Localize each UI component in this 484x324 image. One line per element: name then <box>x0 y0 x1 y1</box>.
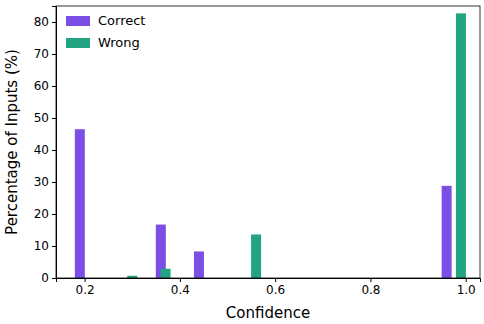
y-tick: 70 <box>34 47 56 61</box>
y-tick-mark <box>52 22 56 23</box>
y-tick: 80 <box>34 15 56 29</box>
x-tick-mark <box>370 278 371 282</box>
y-tick-label: 70 <box>34 47 49 61</box>
y-axis-title: Percentage of Inputs (%) <box>3 49 21 235</box>
x-tick-mark <box>466 278 467 282</box>
legend: Correct Wrong <box>66 13 145 50</box>
x-tick: 0.8 <box>361 278 380 297</box>
y-axis: 0 10 20 30 40 50 60 70 80 <box>34 7 57 286</box>
y-tick: 0 <box>41 271 56 285</box>
chart: 0.2 0.4 0.6 0.8 1.0 0 10 20 30 40 50 60 70 80 Correct W… <box>0 0 484 324</box>
y-tick: 60 <box>34 79 56 93</box>
x-axis-line <box>57 279 481 283</box>
bar <box>161 269 171 278</box>
legend-label: Correct <box>98 13 145 28</box>
y-tick-mark <box>52 86 56 87</box>
x-tick: 0.2 <box>76 278 95 297</box>
bar <box>251 234 261 278</box>
bar <box>456 13 466 278</box>
y-tick-label: 10 <box>34 239 49 253</box>
bars <box>75 13 466 278</box>
y-tick-mark <box>52 182 56 183</box>
x-tick: 1.0 <box>457 278 476 297</box>
x-tick-mark <box>180 278 181 282</box>
y-tick-label: 30 <box>34 175 49 189</box>
legend-item: Wrong <box>66 35 140 50</box>
y-tick-label: 40 <box>34 143 49 157</box>
legend-swatch <box>66 16 90 26</box>
y-tick-label: 80 <box>34 15 49 29</box>
y-tick-mark <box>52 278 56 279</box>
y-tick: 50 <box>34 111 56 125</box>
legend-label: Wrong <box>98 35 140 50</box>
x-axis: 0.2 0.4 0.6 0.8 1.0 <box>57 278 481 297</box>
bar <box>442 186 452 278</box>
x-tick-label: 0.4 <box>171 283 190 297</box>
y-tick-label: 20 <box>34 207 49 221</box>
x-tick-label: 1.0 <box>457 283 476 297</box>
y-tick-label: 60 <box>34 79 49 93</box>
x-tick-mark <box>85 278 86 282</box>
plot: 0.2 0.4 0.6 0.8 1.0 0 10 20 30 40 50 60 70 80 Correct W… <box>34 6 481 297</box>
y-tick: 10 <box>34 239 56 253</box>
x-tick: 0.4 <box>171 278 190 297</box>
x-axis-title: Confidence <box>226 304 310 322</box>
y-tick-mark <box>52 150 56 151</box>
y-tick-label: 50 <box>34 111 49 125</box>
y-tick-mark <box>52 214 56 215</box>
y-tick-mark <box>52 246 56 247</box>
x-tick-mark <box>275 278 276 282</box>
y-tick-mark <box>52 118 56 119</box>
bar <box>194 251 204 278</box>
y-axis-line <box>52 7 57 279</box>
y-tick: 40 <box>34 143 56 157</box>
y-tick-label: 0 <box>41 271 49 285</box>
x-tick-label: 0.6 <box>266 283 285 297</box>
legend-item: Correct <box>66 13 145 28</box>
bar <box>75 129 85 278</box>
x-tick: 0.6 <box>266 278 285 297</box>
plot-frame <box>56 6 480 278</box>
y-tick: 30 <box>34 175 56 189</box>
x-tick-label: 0.2 <box>76 283 95 297</box>
x-tick-label: 0.8 <box>361 283 380 297</box>
y-tick-mark <box>52 54 56 55</box>
y-tick: 20 <box>34 207 56 221</box>
legend-swatch <box>66 38 90 48</box>
